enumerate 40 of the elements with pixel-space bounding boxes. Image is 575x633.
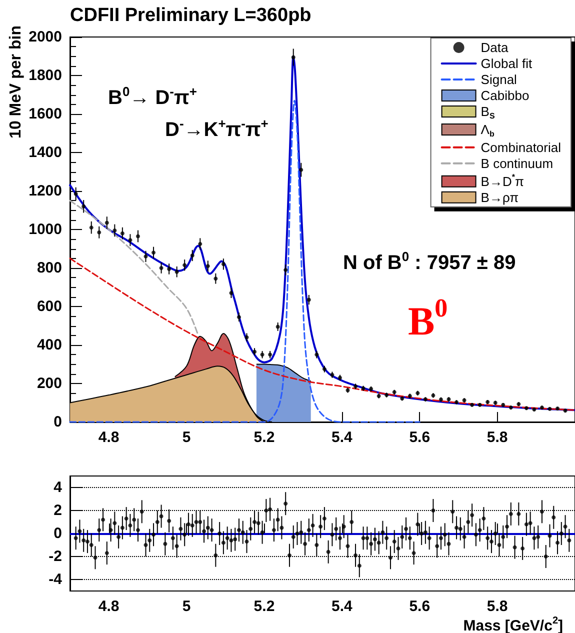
y-tick-label: 1000 xyxy=(28,221,62,238)
legend-label: Cabibbo xyxy=(480,88,530,103)
x-tick-label: 5 xyxy=(182,429,191,446)
x-tick-label: 5.4 xyxy=(331,598,354,615)
y-tick-label: 2000 xyxy=(28,28,62,46)
x-tick-label: 5 xyxy=(182,598,191,615)
y-tick-label: 0 xyxy=(54,414,62,430)
x-tick-label: 5.6 xyxy=(409,598,430,615)
x-tick-label: 4.8 xyxy=(98,429,120,446)
y-tick-label: 1200 xyxy=(28,182,62,200)
y-tick-label: 1400 xyxy=(28,144,62,161)
y-tick-label: 600 xyxy=(36,298,62,315)
legend-label: Data xyxy=(480,40,510,55)
y-tick-label: 1600 xyxy=(28,106,62,122)
legend-label: B→ρπ xyxy=(480,190,519,205)
x-tick-label: 5.2 xyxy=(254,429,275,446)
y-tick-label: 2 xyxy=(54,502,62,519)
y-axis-title: 10 MeV per bin xyxy=(8,26,24,138)
y-tick-label: 0 xyxy=(54,525,62,542)
legend-label: B→D*π xyxy=(480,172,524,189)
x-tick-label: 4.8 xyxy=(98,598,120,615)
legend-label: B continuum xyxy=(480,156,554,171)
x-tick-label: 5.2 xyxy=(254,598,275,615)
legend-label: Global fit xyxy=(480,56,532,71)
y-tick-label: 4 xyxy=(54,479,63,496)
y-tick-label: -2 xyxy=(48,548,62,565)
annotation: D-→K+π-π+ xyxy=(165,116,269,141)
y-tick-label: 1800 xyxy=(28,67,62,84)
legend-label: Combinatorial xyxy=(480,140,562,155)
y-tick-label: 800 xyxy=(36,260,62,276)
x-tick-label: 5.8 xyxy=(486,429,508,446)
x-tick-label: 5.4 xyxy=(331,429,354,446)
y-tick-label: -4 xyxy=(48,571,63,588)
x-tick-label: 5.6 xyxy=(409,429,430,446)
y-tick-label: 400 xyxy=(36,336,62,354)
line-series xyxy=(69,200,199,336)
x-tick-label: 5.8 xyxy=(486,598,508,615)
chart-title: CDFII Preliminary L=360pb xyxy=(70,5,312,26)
legend-label: Signal xyxy=(480,72,518,87)
y-tick-label: 200 xyxy=(36,375,62,392)
